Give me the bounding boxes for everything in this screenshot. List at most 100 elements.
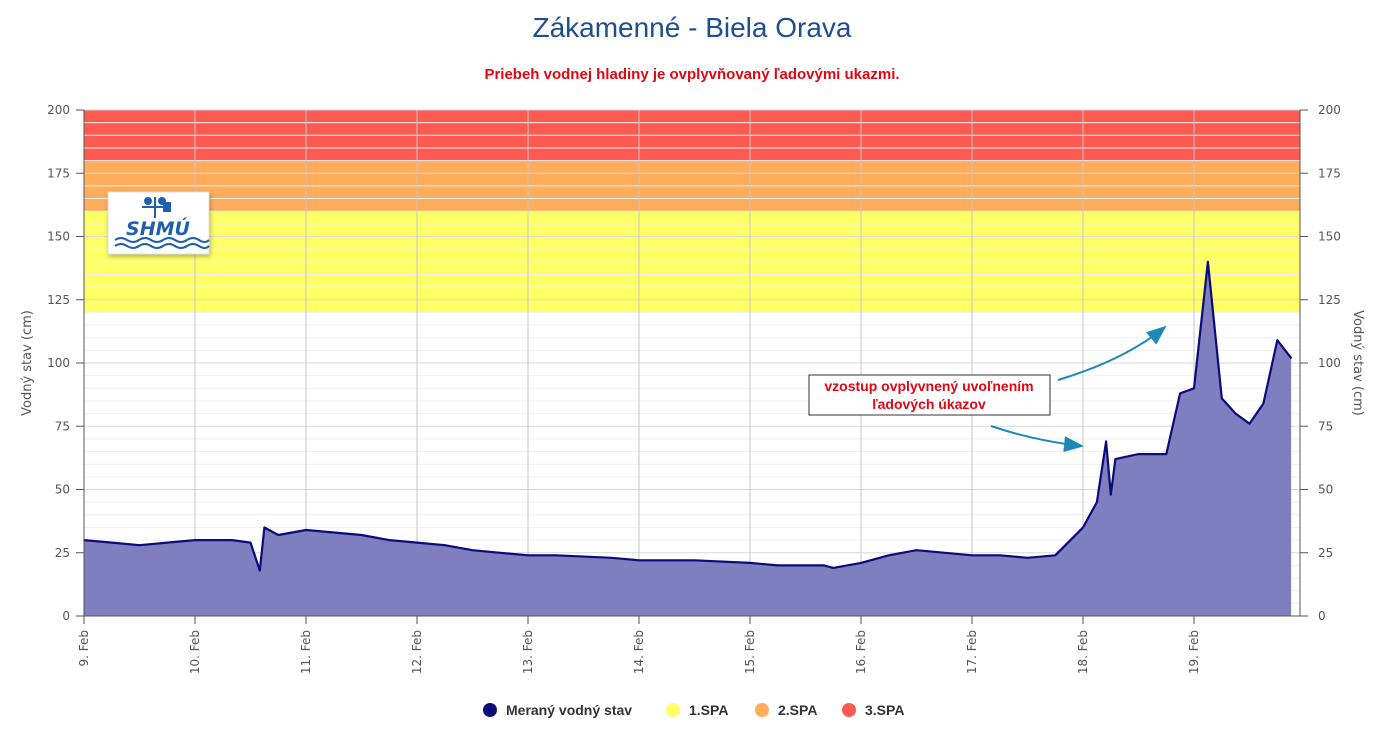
legend-label: 3.SPA xyxy=(865,702,904,718)
series-0-point-9 xyxy=(277,534,280,536)
x-tick-label: 14. Feb xyxy=(632,630,646,674)
legend-item-3[interactable]: 3.SPA xyxy=(842,702,904,718)
series-0-area xyxy=(84,261,1292,616)
series-0-point-3 xyxy=(166,541,169,544)
series-0-point-30 xyxy=(971,554,973,557)
series-0-point-2 xyxy=(138,544,141,546)
series-0-point-15 xyxy=(471,549,474,552)
series-0-point-6 xyxy=(249,541,252,544)
y-axis-right-ticks: 0 25 50 75 100 125 150 175 200 xyxy=(1300,103,1341,623)
series-0-point-45 xyxy=(1234,412,1237,415)
series-0-point-43 xyxy=(1207,261,1209,263)
y-tick-label-left: 200 xyxy=(47,103,70,117)
legend-label: 2.SPA xyxy=(778,702,817,718)
series-0-point-47 xyxy=(1262,402,1265,405)
series-0-point-35 xyxy=(1096,501,1098,503)
series-0-point-40 xyxy=(1165,453,1168,455)
series-0-point-18 xyxy=(554,554,557,557)
series-0-point-49 xyxy=(1290,357,1292,359)
series-0-point-13 xyxy=(416,541,418,544)
weather-vane-icon xyxy=(142,197,171,218)
series-0-point-23 xyxy=(776,564,779,567)
series-0-point-46 xyxy=(1248,422,1251,425)
series-0-point-27 xyxy=(860,562,862,564)
series-0-point-48 xyxy=(1276,339,1279,342)
series-0-point-42 xyxy=(1193,387,1195,390)
x-tick-label: 13. Feb xyxy=(521,630,535,674)
series-0-point-31 xyxy=(998,554,1001,557)
x-tick-label: 15. Feb xyxy=(743,630,757,674)
y-tick-label-right: 175 xyxy=(1318,166,1341,180)
y-tick-label-left: 50 xyxy=(55,483,70,497)
y-axis-left-title: Vodný stav (cm) xyxy=(20,310,35,416)
series-0-point-12 xyxy=(388,539,391,541)
legend-marker xyxy=(842,703,856,717)
x-tick-label: 12. Feb xyxy=(410,630,424,674)
series-0-point-36 xyxy=(1105,440,1107,443)
x-tick-label: 18. Feb xyxy=(1076,630,1090,674)
y-tick-label-left: 75 xyxy=(55,419,70,433)
legend-item-2[interactable]: 2.SPA xyxy=(755,702,817,718)
series-0-point-21 xyxy=(693,559,696,562)
series-0-point-24 xyxy=(804,564,807,567)
y-tick-label-left: 125 xyxy=(47,293,70,307)
series-0-point-44 xyxy=(1220,397,1223,400)
shmu-logo: SHMÚ xyxy=(107,191,210,255)
legend: Meraný vodný stav 1.SPA 2.SPA 3.SPA xyxy=(483,702,904,718)
y-tick-label-right: 125 xyxy=(1318,293,1341,307)
series-area xyxy=(83,260,1292,616)
series-0-point-22 xyxy=(749,562,751,564)
annotation-line-1: vzostup ovplyvnený uvoľnením xyxy=(824,378,1033,394)
y-tick-label-right: 100 xyxy=(1318,356,1341,370)
annotation-box xyxy=(808,374,1051,416)
series-0-point-1 xyxy=(110,541,113,544)
y-tick-label-right: 150 xyxy=(1318,230,1341,244)
series-0-point-34 xyxy=(1082,526,1084,529)
y-axis-right-title: Vodný stav (cm) xyxy=(1350,310,1365,416)
y-tick-label-left: 175 xyxy=(47,166,70,180)
logo-text: SHMÚ xyxy=(126,216,190,240)
series-0-point-38 xyxy=(1114,458,1117,460)
y-tick-label-right: 75 xyxy=(1318,419,1333,433)
series-0-point-33 xyxy=(1054,554,1057,557)
chart-subtitle: Priebeh vodnej hladiny je ovplyvňovaný ľ… xyxy=(484,66,899,83)
series-0-point-19 xyxy=(610,557,613,559)
series-0-point-10 xyxy=(305,529,307,531)
y-tick-label-left: 100 xyxy=(47,356,70,370)
annotation-arrow-upper xyxy=(1057,325,1167,381)
series-0-point-41 xyxy=(1179,392,1181,395)
series-0-point-4 xyxy=(194,539,196,541)
series-0-point-20 xyxy=(638,559,640,562)
legend-marker xyxy=(755,703,769,717)
legend-label: 1.SPA xyxy=(689,702,728,718)
y-tick-label-left: 150 xyxy=(47,230,70,244)
x-tick-label: 10. Feb xyxy=(188,630,202,674)
legend-marker xyxy=(483,703,497,717)
series-0-point-25 xyxy=(823,564,825,567)
series-0-point-39 xyxy=(1137,453,1140,455)
y-tick-label-right: 50 xyxy=(1318,483,1333,497)
y-tick-label-right: 200 xyxy=(1318,103,1341,117)
series-0-point-7 xyxy=(258,569,261,572)
chart-title: Zákamenné - Biela Orava xyxy=(532,12,851,43)
x-tick-label: 19. Feb xyxy=(1187,630,1201,674)
y-axis-left-ticks: 0 25 50 75 100 125 150 175 200 xyxy=(47,103,84,623)
series-0-point-26 xyxy=(832,567,835,569)
series-0-point-16 xyxy=(499,551,502,554)
legend-item-1[interactable]: 1.SPA xyxy=(666,702,728,718)
series-0-point-29 xyxy=(915,549,918,552)
legend-marker xyxy=(666,703,680,717)
y-tick-label-right: 0 xyxy=(1318,609,1326,623)
y-tick-label-left: 0 xyxy=(62,609,70,623)
series-0-point-11 xyxy=(360,534,363,536)
series-0-line xyxy=(83,260,1292,572)
annotation: vzostup ovplyvnený uvoľnením ľadových úk… xyxy=(808,325,1167,453)
series-0-point-5 xyxy=(231,539,233,541)
annotation-arrow-lower xyxy=(990,425,1084,453)
y-tick-label-right: 25 xyxy=(1318,546,1333,560)
series-0-point-14 xyxy=(443,544,446,546)
annotation-line-2: ľadových úkazov xyxy=(872,396,986,412)
legend-item-0[interactable]: Meraný vodný stav xyxy=(483,702,632,718)
series-0-point-37 xyxy=(1109,493,1112,496)
